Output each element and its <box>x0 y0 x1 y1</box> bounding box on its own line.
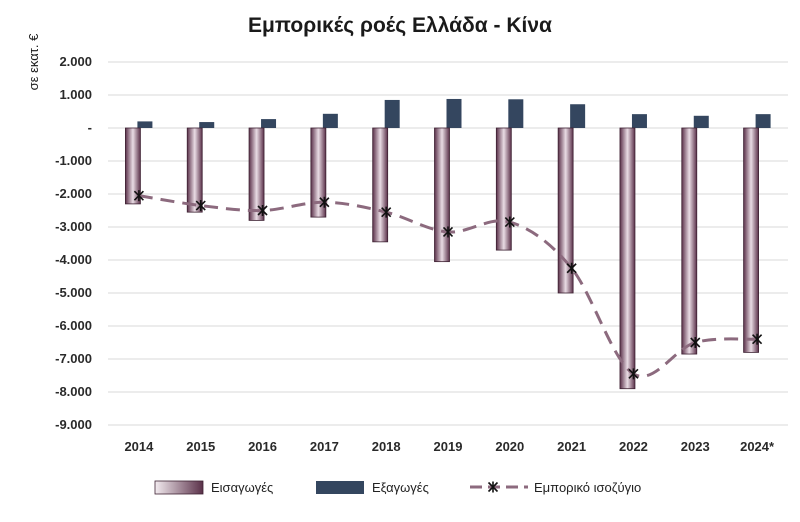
x-tick-label: 2016 <box>248 439 277 454</box>
import-bar <box>310 127 327 218</box>
legend-label-imports: Εισαγωγές <box>211 480 273 495</box>
y-tick-label: -1.000 <box>55 153 92 168</box>
x-tick-label: 2022 <box>619 439 648 454</box>
y-axis-label: σε εκατ. € <box>26 33 41 90</box>
x-tick-label: 2017 <box>310 439 339 454</box>
legend-marker-balance <box>487 481 499 493</box>
x-tick-label: 2021 <box>557 439 586 454</box>
trade-balance-point <box>257 205 268 216</box>
x-tick-label: 2015 <box>186 439 215 454</box>
y-tick-label: -2.000 <box>55 186 92 201</box>
x-tick-label: 2014 <box>124 439 154 454</box>
x-tick-label: 2024* <box>740 439 775 454</box>
chart-title: Εμπορικές ροές Ελλάδα - Κίνα <box>248 14 552 37</box>
trade-balance-point <box>628 368 639 380</box>
y-tick-label: -6.000 <box>55 318 92 333</box>
export-bar <box>631 114 647 128</box>
y-tick-label: 2.000 <box>59 54 92 69</box>
import-bar <box>186 127 203 213</box>
legend-item-balance: Εμπορικό ισοζύγιο <box>470 480 641 495</box>
trade-balance-point <box>195 200 206 212</box>
export-bar <box>446 98 462 128</box>
trade-balance-point <box>381 206 392 218</box>
import-bar <box>125 127 141 205</box>
export-bar <box>384 99 400 128</box>
trade-balance-point <box>690 337 701 348</box>
y-tick-label: -4.000 <box>55 252 92 267</box>
legend-label-exports: Εξαγωγές <box>372 480 429 495</box>
legend-item-exports: Εξαγωγές <box>316 480 429 495</box>
import-bar <box>619 127 636 390</box>
y-tick-label: 1.000 <box>59 87 92 102</box>
y-tick-label: - <box>88 120 92 135</box>
trade-balance-point <box>566 262 577 274</box>
x-tick-label: 2020 <box>495 439 524 454</box>
import-bar <box>434 127 450 263</box>
y-tick-label: -9.000 <box>55 417 92 432</box>
import-bar <box>681 127 698 355</box>
export-bar <box>137 121 153 128</box>
trade-balance-point <box>442 226 454 238</box>
y-tick-label: -3.000 <box>55 219 92 234</box>
import-bars <box>125 127 759 390</box>
trade-balance-point <box>133 190 144 202</box>
export-bar <box>693 115 709 128</box>
trade-balance-series <box>138 194 758 378</box>
export-bar <box>570 104 586 128</box>
y-tick-label: -7.000 <box>55 351 92 366</box>
x-tick-label: 2023 <box>681 439 710 454</box>
x-tick-label: 2018 <box>372 439 401 454</box>
import-bar <box>248 127 265 221</box>
import-bar <box>557 127 574 294</box>
export-bar <box>199 122 215 128</box>
y-tick-label: -8.000 <box>55 384 92 399</box>
trade-balance-point <box>504 216 515 228</box>
x-tick-labels: 2014 2015 2016 2017 2018 2019 2020 2021 2022 2023… <box>124 439 775 454</box>
export-bar <box>755 114 771 128</box>
export-bar <box>508 99 524 128</box>
y-tick-labels: 2.000 1.000 - -1.000 -2.000 -3.000 -4.000 -5.00… <box>55 54 92 432</box>
legend-label-balance: Εμπορικό ισοζύγιο <box>534 480 641 495</box>
trade-balance-point <box>752 333 763 345</box>
import-bar <box>372 127 389 243</box>
import-bar <box>743 127 759 353</box>
import-bar <box>495 127 512 251</box>
trade-balance-point <box>319 196 330 208</box>
legend-swatch-imports <box>154 480 204 495</box>
legend-swatch-exports <box>316 481 364 494</box>
trade-balance-line <box>133 190 763 380</box>
legend: Εισαγωγές Εξαγωγές Εμπορικό ισοζύγιο <box>154 480 641 495</box>
x-tick-label: 2019 <box>434 439 463 454</box>
export-bar <box>261 119 277 128</box>
legend-item-imports: Εισαγωγές <box>154 480 273 495</box>
y-tick-label: -5.000 <box>55 285 92 300</box>
export-bar <box>322 113 338 128</box>
export-bars <box>137 98 771 128</box>
